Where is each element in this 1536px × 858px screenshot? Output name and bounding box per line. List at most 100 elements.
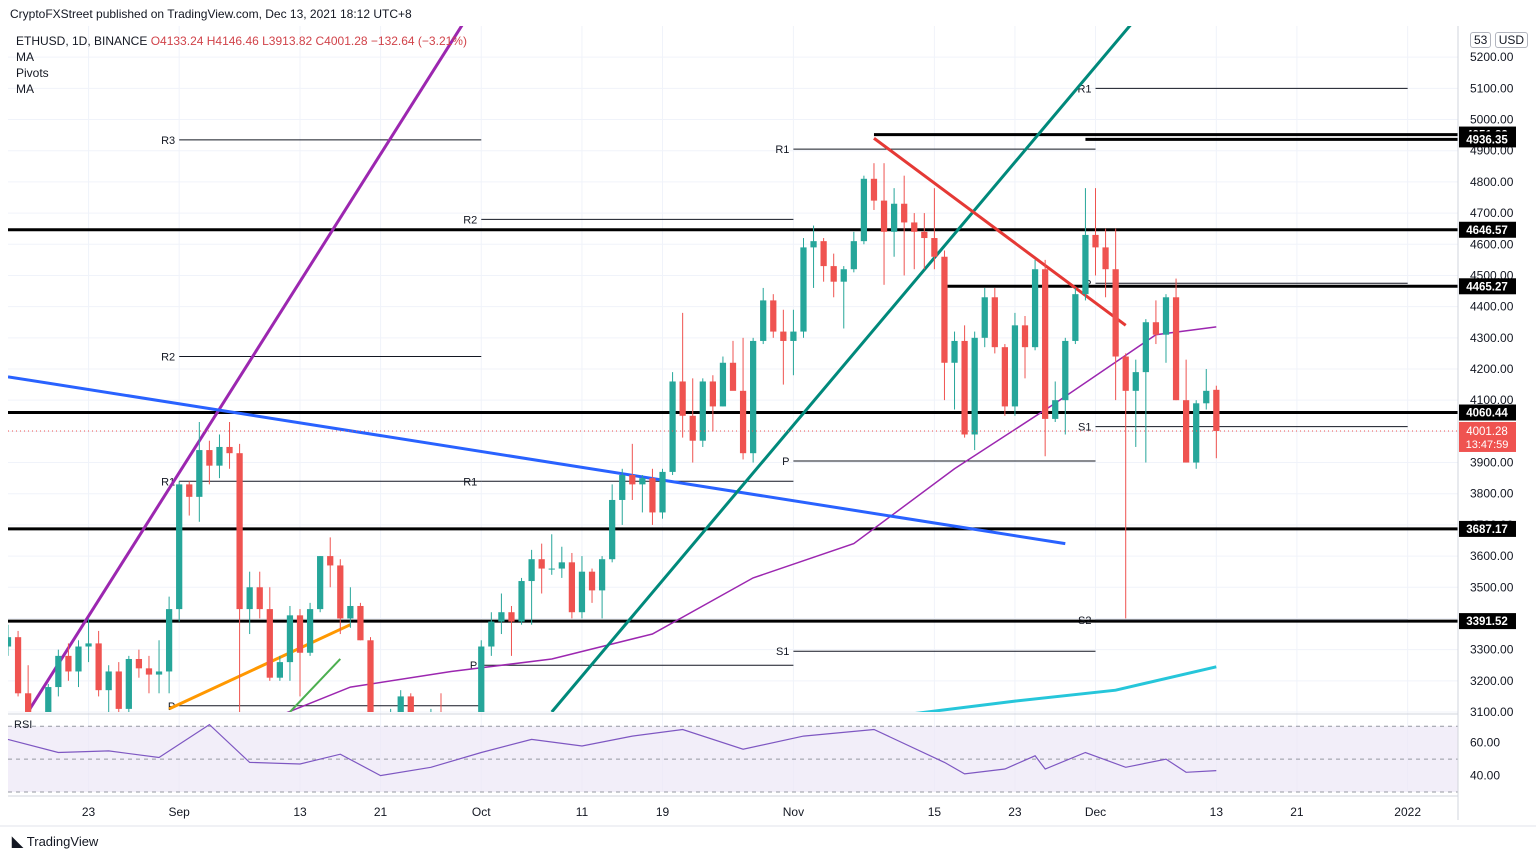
candle-body (85, 643, 92, 647)
indicator-ma-1[interactable]: MA (16, 50, 34, 64)
candle-body (518, 581, 525, 622)
candle-body (55, 655, 62, 688)
last-price-label: 4001.28 (1466, 426, 1508, 438)
candle (880, 163, 888, 285)
candle (317, 556, 324, 613)
level-tag-label: 4060.44 (1466, 408, 1508, 420)
tradingview-logo[interactable]: ◣ TradingView (12, 833, 98, 850)
trendline (873, 137, 1127, 327)
candle-body (991, 297, 998, 348)
candle (367, 637, 374, 712)
candle (609, 484, 616, 563)
candle-body (1183, 400, 1190, 463)
indicator-ma-2[interactable]: MA (16, 82, 34, 96)
candle (440, 693, 442, 712)
candle (699, 378, 706, 447)
candle-body (790, 331, 797, 341)
candle (1183, 359, 1190, 463)
level-tag-label: 3687.17 (1466, 524, 1508, 536)
level-tag (1459, 404, 1516, 421)
candle (508, 605, 515, 656)
candle (689, 378, 696, 463)
symbol-label[interactable]: ETHUSD, 1D, BINANCE (16, 34, 148, 48)
candle-body (780, 331, 787, 341)
candle (1142, 319, 1149, 463)
candle-body (206, 450, 213, 466)
rsi-panel: RSI (7, 719, 1458, 793)
candle (619, 468, 626, 525)
candle-body (317, 556, 324, 610)
candle (518, 577, 525, 625)
candle (790, 309, 797, 376)
candle-body (961, 340, 968, 435)
x-tick-label: 23 (82, 805, 96, 819)
candle-body (286, 615, 294, 663)
level-tag-label: 3391.52 (1466, 616, 1508, 628)
candle-body (609, 499, 616, 560)
candle (1122, 353, 1129, 619)
candle (1152, 300, 1160, 345)
candle (1092, 188, 1099, 276)
brand-label: TradingView (26, 834, 99, 849)
candle-body (8, 637, 12, 647)
candle-body (256, 587, 263, 610)
candle-body (347, 605, 354, 619)
candle (1213, 385, 1220, 459)
candle-body (196, 450, 203, 497)
candle-body (659, 471, 666, 513)
x-tick-label: 19 (656, 805, 670, 819)
candle (921, 213, 928, 270)
candle (1172, 278, 1180, 401)
candle-body (1152, 322, 1160, 335)
candle (800, 238, 807, 338)
candle-body (1203, 390, 1210, 404)
level-tag (1459, 613, 1516, 630)
candle (115, 662, 122, 712)
candle (14, 630, 22, 697)
candle (135, 649, 143, 678)
candle (1082, 188, 1089, 301)
candle-body (226, 446, 233, 454)
candle-body (770, 300, 777, 332)
candle-body (327, 556, 334, 566)
candle (226, 422, 233, 469)
candle (991, 287, 998, 354)
candle-body (850, 241, 857, 270)
candle-body (699, 381, 706, 441)
candle (1042, 259, 1049, 457)
candle-body (337, 565, 344, 619)
candle-body (216, 446, 223, 466)
candle-body (508, 612, 515, 622)
x-tick-label: 21 (374, 805, 388, 819)
candle-body (619, 475, 626, 500)
candle-body (679, 381, 686, 416)
candle (709, 375, 716, 432)
candle-body (558, 562, 565, 569)
candle-body (1162, 297, 1170, 335)
last-price-tag (1459, 421, 1516, 452)
indicator-pivots[interactable]: Pivots (16, 66, 49, 80)
candle (719, 356, 727, 407)
ma-200-line (915, 665, 1217, 712)
candle (1031, 259, 1039, 351)
y-tick-label: 3900.00 (1470, 456, 1514, 470)
pivot-label: P (782, 456, 789, 468)
candle (770, 294, 777, 338)
currency-badge[interactable]: 53 USD (1470, 32, 1529, 48)
candle (679, 312, 686, 438)
candle-body (1172, 297, 1180, 401)
candle-body (1062, 340, 1069, 401)
candle-body (155, 671, 163, 675)
candle (558, 546, 565, 578)
candle (25, 665, 32, 712)
trendline (168, 623, 351, 711)
candle (1102, 228, 1109, 298)
candle-body (639, 478, 646, 485)
candle (196, 422, 203, 522)
candle-body (588, 571, 596, 591)
candle (390, 708, 392, 712)
candle-body (14, 637, 22, 694)
candle-body (649, 478, 656, 513)
x-tick-label: 21 (1290, 805, 1304, 819)
candle-body (125, 658, 132, 709)
